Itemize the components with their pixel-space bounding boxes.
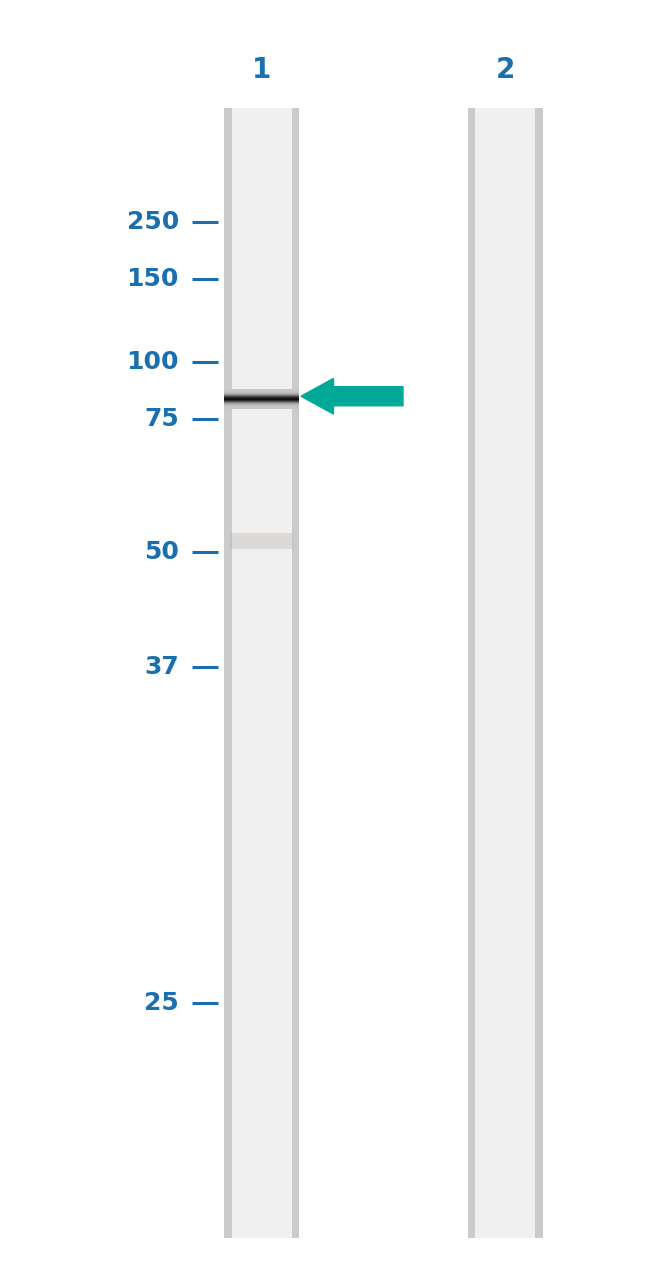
Bar xyxy=(230,533,293,549)
Text: 1: 1 xyxy=(252,56,271,84)
Bar xyxy=(475,108,536,1238)
Bar xyxy=(475,108,536,1238)
Bar xyxy=(231,108,292,1238)
Text: 37: 37 xyxy=(144,655,179,678)
Bar xyxy=(475,108,536,1238)
Bar xyxy=(231,108,292,1238)
Text: 75: 75 xyxy=(144,408,179,431)
Bar xyxy=(475,108,536,1238)
Bar xyxy=(231,108,292,1238)
Bar xyxy=(231,108,292,1238)
Bar xyxy=(231,108,292,1238)
Bar xyxy=(224,108,299,1238)
Text: 25: 25 xyxy=(144,992,179,1015)
Bar xyxy=(231,108,292,1238)
Text: 100: 100 xyxy=(126,351,179,373)
Text: 50: 50 xyxy=(144,541,179,564)
Bar xyxy=(475,108,536,1238)
Bar xyxy=(475,108,536,1238)
Bar xyxy=(231,108,292,1238)
Bar xyxy=(475,108,536,1238)
Bar xyxy=(475,108,536,1238)
Bar xyxy=(231,108,292,1238)
Bar xyxy=(231,108,292,1238)
Bar xyxy=(231,108,292,1238)
Text: 2: 2 xyxy=(496,56,515,84)
Bar xyxy=(231,108,292,1238)
Bar xyxy=(475,108,536,1238)
Bar xyxy=(475,108,536,1238)
Bar xyxy=(231,108,292,1238)
Text: 250: 250 xyxy=(127,211,179,234)
Bar xyxy=(475,108,536,1238)
Bar xyxy=(475,108,536,1238)
Bar xyxy=(231,108,292,1238)
Bar xyxy=(475,108,536,1238)
Bar xyxy=(468,108,543,1238)
Bar xyxy=(231,108,292,1238)
Bar xyxy=(231,108,292,1238)
Bar xyxy=(475,108,536,1238)
Bar xyxy=(231,108,292,1238)
Bar xyxy=(231,108,292,1238)
Bar xyxy=(231,108,292,1238)
Bar xyxy=(475,108,536,1238)
Bar xyxy=(475,108,536,1238)
Bar xyxy=(475,108,536,1238)
Bar xyxy=(231,108,292,1238)
Text: 150: 150 xyxy=(126,268,179,291)
Bar xyxy=(475,108,536,1238)
FancyArrow shape xyxy=(301,378,403,414)
Bar xyxy=(231,108,292,1238)
Bar xyxy=(475,108,536,1238)
Bar xyxy=(475,108,536,1238)
